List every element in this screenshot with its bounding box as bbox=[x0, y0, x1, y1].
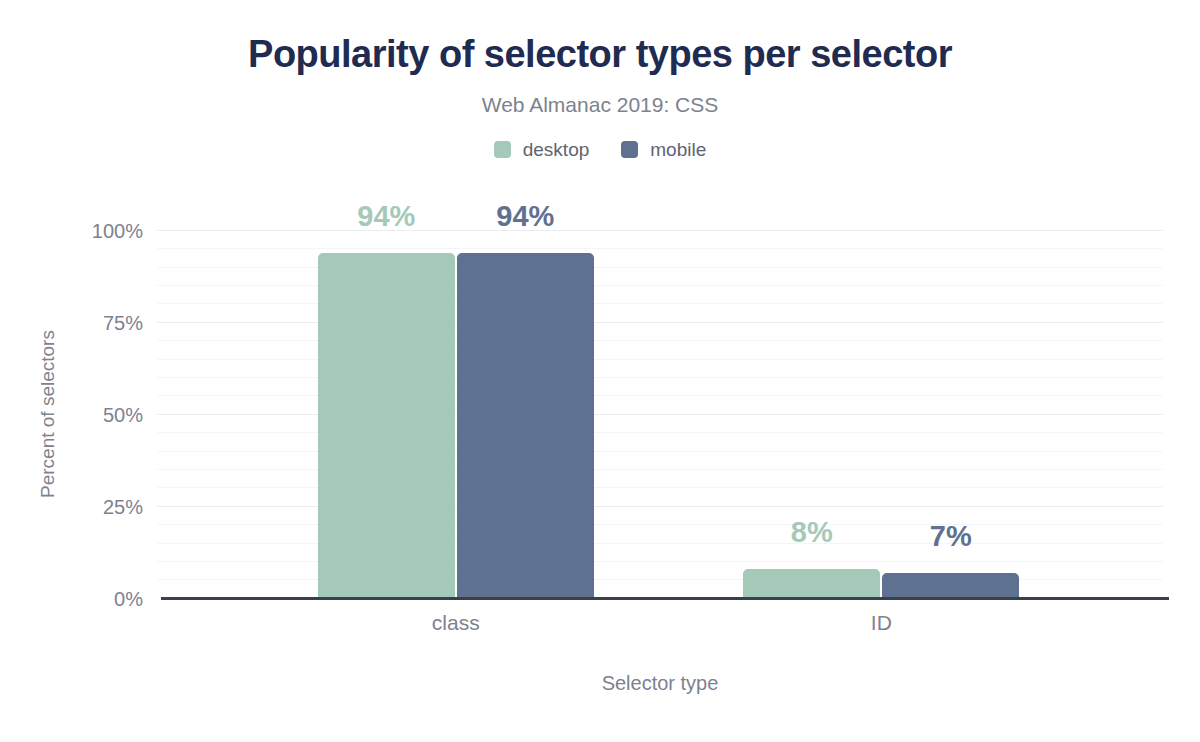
desktop-bar-id: 8% bbox=[743, 569, 880, 598]
chart-subtitle: Web Almanac 2019: CSS bbox=[0, 93, 1200, 117]
y-tick-label: 75% bbox=[103, 311, 143, 334]
category-label-id: ID bbox=[871, 611, 892, 635]
chart-figure: Popularity of selector types per selecto… bbox=[0, 0, 1200, 742]
chart-title: Popularity of selector types per selecto… bbox=[0, 0, 1200, 76]
legend-item-mobile: mobile bbox=[621, 139, 706, 161]
x-axis-line bbox=[161, 597, 1169, 600]
legend-label-mobile: mobile bbox=[650, 139, 706, 161]
y-tick-label: 0% bbox=[114, 587, 143, 610]
y-axis-title: Percent of selectors bbox=[37, 330, 59, 498]
y-tick-label: 50% bbox=[103, 403, 143, 426]
mobile-value-label: 94% bbox=[496, 200, 554, 233]
desktop-value-label: 8% bbox=[791, 516, 833, 549]
mobile-value-label: 7% bbox=[930, 520, 972, 553]
bar-group-id: 8%7% bbox=[743, 231, 1019, 599]
y-tick-label: 25% bbox=[103, 495, 143, 518]
legend-item-desktop: desktop bbox=[494, 139, 590, 161]
desktop-bar-class: 94% bbox=[318, 253, 455, 599]
chart-area: Percent of selectors 0%25%50%75%100% 94%… bbox=[0, 181, 1200, 636]
mobile-swatch-icon bbox=[621, 141, 638, 158]
legend-label-desktop: desktop bbox=[523, 139, 590, 161]
y-tick-label: 100% bbox=[92, 219, 143, 242]
desktop-value-label: 94% bbox=[357, 200, 415, 233]
desktop-swatch-icon bbox=[494, 141, 511, 158]
mobile-bar-id: 7% bbox=[882, 573, 1019, 599]
category-label-class: class bbox=[432, 611, 480, 635]
legend: desktop mobile bbox=[0, 139, 1200, 161]
bar-group-class: 94%94% bbox=[318, 231, 594, 599]
mobile-bar-class: 94% bbox=[457, 253, 594, 599]
plot-area: 0%25%50%75%100% 94%94%class8%7%ID bbox=[157, 231, 1163, 599]
x-axis-title: Selector type bbox=[157, 672, 1163, 695]
